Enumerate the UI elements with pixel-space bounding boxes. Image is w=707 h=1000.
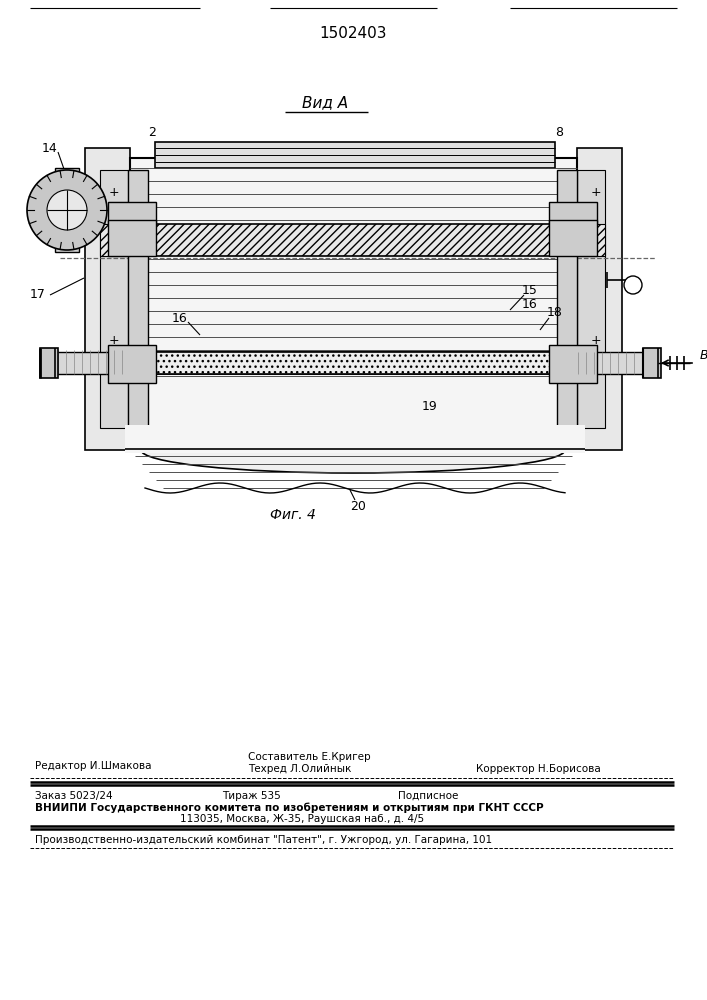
Text: 19: 19 bbox=[422, 399, 438, 412]
Circle shape bbox=[624, 276, 642, 294]
Bar bbox=[577, 224, 605, 256]
Bar bbox=[549, 345, 597, 383]
Ellipse shape bbox=[141, 427, 565, 473]
Text: 18: 18 bbox=[547, 306, 563, 318]
Text: 17: 17 bbox=[30, 288, 46, 302]
Text: +: + bbox=[109, 186, 119, 198]
Text: 2: 2 bbox=[148, 126, 156, 139]
Text: 8: 8 bbox=[555, 126, 563, 139]
Bar bbox=[108, 220, 156, 256]
Bar bbox=[549, 202, 597, 224]
Bar bbox=[108, 345, 156, 383]
Text: 1502403: 1502403 bbox=[320, 25, 387, 40]
Bar bbox=[55, 168, 79, 252]
Text: Фиг. 4: Фиг. 4 bbox=[270, 508, 316, 522]
Bar bbox=[130, 158, 577, 450]
Text: +: + bbox=[590, 334, 602, 347]
Text: Вид А: Вид А bbox=[302, 96, 348, 110]
Text: 16: 16 bbox=[522, 298, 538, 312]
Bar bbox=[125, 425, 585, 453]
Text: 113035, Москва, Ж-35, Раушская наб., д. 4/5: 113035, Москва, Ж-35, Раушская наб., д. … bbox=[180, 814, 424, 824]
Bar bbox=[549, 220, 597, 256]
Bar bbox=[577, 148, 622, 450]
Circle shape bbox=[27, 170, 107, 250]
Bar bbox=[85, 148, 130, 450]
Text: Редактор И.Шмакова: Редактор И.Шмакова bbox=[35, 761, 151, 771]
Bar bbox=[40, 348, 58, 378]
Text: Составитель Е.Кригер: Составитель Е.Кригер bbox=[248, 752, 370, 762]
Text: Производственно-издательский комбинат "Патент", г. Ужгород, ул. Гагарина, 101: Производственно-издательский комбинат "П… bbox=[35, 835, 492, 845]
Text: ВНИИПИ Государственного комитета по изобретениям и открытиям при ГКНТ СССР: ВНИИПИ Государственного комитета по изоб… bbox=[35, 803, 544, 813]
Bar bbox=[100, 170, 128, 428]
Text: Подписное: Подписное bbox=[398, 791, 458, 801]
Bar bbox=[577, 352, 645, 374]
Text: 14: 14 bbox=[42, 141, 58, 154]
Text: Корректор Н.Борисова: Корректор Н.Борисова bbox=[476, 764, 601, 774]
Text: +: + bbox=[109, 334, 119, 347]
Bar bbox=[643, 348, 661, 378]
Bar bbox=[130, 224, 577, 256]
Bar bbox=[55, 352, 128, 374]
Text: 20: 20 bbox=[350, 499, 366, 512]
Bar bbox=[155, 142, 555, 168]
Text: Заказ 5023/24: Заказ 5023/24 bbox=[35, 791, 112, 801]
Bar bbox=[130, 352, 577, 374]
Bar bbox=[577, 170, 605, 428]
Bar bbox=[108, 202, 156, 224]
Text: 15: 15 bbox=[522, 284, 538, 296]
Bar bbox=[100, 224, 130, 256]
Bar bbox=[128, 170, 148, 448]
Text: +: + bbox=[590, 186, 602, 198]
Text: 16: 16 bbox=[172, 312, 188, 324]
Text: Тираж 535: Тираж 535 bbox=[222, 791, 281, 801]
Circle shape bbox=[47, 190, 87, 230]
Text: Воздух: Воздух bbox=[700, 349, 707, 361]
Text: Техред Л.Олийнык: Техред Л.Олийнык bbox=[248, 764, 351, 774]
Bar bbox=[557, 170, 577, 448]
